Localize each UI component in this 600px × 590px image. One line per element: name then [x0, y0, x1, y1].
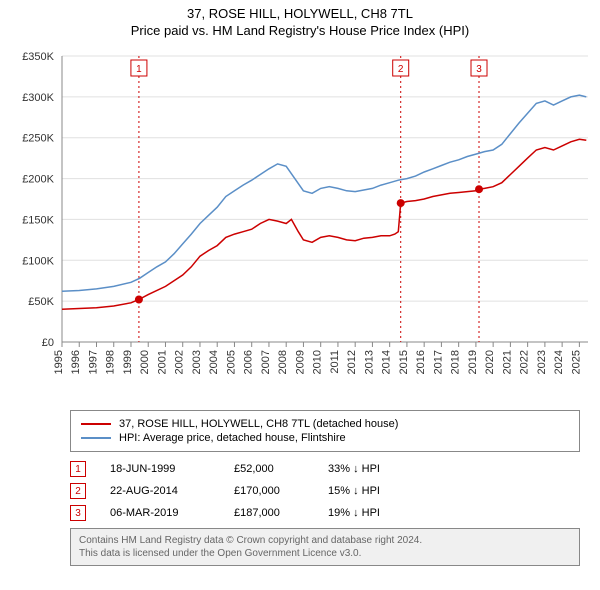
x-tick-label: 2014 — [381, 350, 393, 374]
line-chart: £0 £50K £100K £150K £200K £250K £300K £350K 1995… — [0, 42, 600, 402]
chart-subtitle: Price paid vs. HM Land Registry's House … — [0, 21, 600, 42]
event-number-badge: 1 — [70, 461, 86, 477]
event-marker-number: 3 — [476, 64, 482, 75]
footer-line: Contains HM Land Registry data © Crown c… — [79, 534, 571, 547]
x-tick-label: 2011 — [329, 350, 341, 374]
x-tick-label: 2024 — [553, 350, 565, 374]
x-tick-label: 2000 — [139, 350, 151, 374]
footer-line: This data is licensed under the Open Gov… — [79, 547, 571, 560]
chart-area: £0 £50K £100K £150K £200K £250K £300K £350K 1995… — [0, 42, 600, 402]
legend-item: 37, ROSE HILL, HOLYWELL, CH8 7TL (detach… — [81, 417, 569, 431]
x-tick-label: 2012 — [346, 350, 358, 374]
legend-label: 37, ROSE HILL, HOLYWELL, CH8 7TL (detach… — [119, 418, 398, 430]
x-tick-label: 2019 — [467, 350, 479, 374]
x-tick-label: 1998 — [105, 350, 117, 374]
event-date: 22-AUG-2014 — [110, 485, 210, 497]
events-table: 1 18-JUN-1999 £52,000 33% ↓ HPI 2 22-AUG-2014… — [70, 458, 580, 524]
legend-swatch — [81, 423, 111, 425]
y-tick-label: £150K — [22, 214, 54, 226]
legend: 37, ROSE HILL, HOLYWELL, CH8 7TL (detach… — [70, 410, 580, 452]
event-date: 06-MAR-2019 — [110, 507, 210, 519]
x-tick-label: 2003 — [191, 350, 203, 374]
y-tick-label: £100K — [22, 255, 54, 267]
event-price: £170,000 — [234, 485, 304, 497]
event-marker-number: 1 — [136, 64, 142, 75]
x-tick-label: 2002 — [174, 350, 186, 374]
x-tick-label: 2004 — [208, 350, 220, 374]
x-tick-label: 1997 — [87, 350, 99, 374]
series-hpi — [62, 95, 586, 291]
x-tick-label: 2023 — [536, 350, 548, 374]
legend-swatch — [81, 437, 111, 439]
event-number-badge: 3 — [70, 505, 86, 521]
y-tick-label: £0 — [42, 337, 54, 349]
x-tick-label: 2018 — [450, 350, 462, 374]
x-tick-label: 2020 — [484, 350, 496, 374]
attribution-footer: Contains HM Land Registry data © Crown c… — [70, 528, 580, 566]
series-marker — [397, 199, 405, 207]
x-tick-label: 2001 — [156, 350, 168, 374]
y-tick-label: £50K — [28, 296, 54, 308]
y-tick-label: £350K — [22, 51, 54, 63]
legend-label: HPI: Average price, detached house, Flin… — [119, 432, 346, 444]
x-tick-label: 2007 — [260, 350, 272, 374]
legend-item: HPI: Average price, detached house, Flin… — [81, 431, 569, 445]
x-tick-label: 2015 — [398, 350, 410, 374]
series-price_paid — [62, 139, 586, 309]
event-marker-number: 2 — [398, 64, 404, 75]
x-tick-label: 1995 — [53, 350, 65, 374]
x-tick-label: 2010 — [312, 350, 324, 374]
y-tick-label: £250K — [22, 133, 54, 145]
y-tick-label: £200K — [22, 174, 54, 186]
series-marker — [475, 185, 483, 193]
x-tick-label: 2016 — [415, 350, 427, 374]
event-row: 1 18-JUN-1999 £52,000 33% ↓ HPI — [70, 458, 580, 480]
x-tick-label: 2009 — [294, 350, 306, 374]
x-tick-label: 2005 — [225, 350, 237, 374]
x-tick-label: 2013 — [363, 350, 375, 374]
event-row: 3 06-MAR-2019 £187,000 19% ↓ HPI — [70, 502, 580, 524]
series-marker — [135, 296, 143, 304]
x-tick-label: 2021 — [501, 350, 513, 374]
event-row: 2 22-AUG-2014 £170,000 15% ↓ HPI — [70, 480, 580, 502]
x-tick-label: 2008 — [277, 350, 289, 374]
event-price: £187,000 — [234, 507, 304, 519]
x-tick-label: 1996 — [70, 350, 82, 374]
event-hpi-diff: 15% ↓ HPI — [328, 485, 418, 497]
chart-title: 37, ROSE HILL, HOLYWELL, CH8 7TL — [0, 0, 600, 21]
y-tick-label: £300K — [22, 92, 54, 104]
x-tick-label: 2025 — [570, 350, 582, 374]
event-date: 18-JUN-1999 — [110, 463, 210, 475]
x-tick-label: 1999 — [122, 350, 134, 374]
event-number-badge: 2 — [70, 483, 86, 499]
event-hpi-diff: 19% ↓ HPI — [328, 507, 418, 519]
x-tick-label: 2006 — [243, 350, 255, 374]
x-tick-label: 2022 — [519, 350, 531, 374]
x-tick-label: 2017 — [432, 350, 444, 374]
event-price: £52,000 — [234, 463, 304, 475]
event-hpi-diff: 33% ↓ HPI — [328, 463, 418, 475]
